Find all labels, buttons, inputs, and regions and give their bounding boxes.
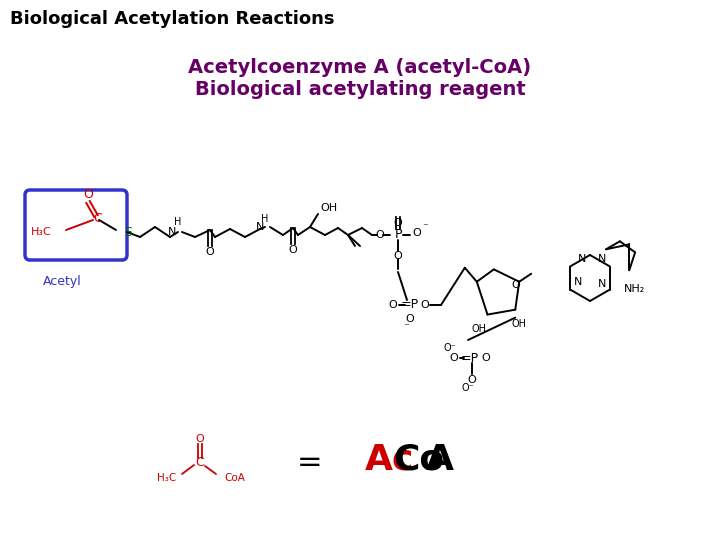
Text: Ac: Ac bbox=[365, 443, 415, 477]
Text: O: O bbox=[512, 280, 521, 290]
Text: H₃C: H₃C bbox=[31, 227, 52, 237]
Text: N: N bbox=[574, 277, 582, 287]
Text: N: N bbox=[598, 254, 606, 264]
Text: ⁻: ⁻ bbox=[422, 222, 428, 232]
Text: =P: =P bbox=[461, 352, 479, 365]
Text: O⁻: O⁻ bbox=[462, 383, 474, 393]
Text: H₃C: H₃C bbox=[157, 473, 176, 483]
Text: CoA: CoA bbox=[224, 473, 245, 483]
Text: H: H bbox=[261, 214, 269, 224]
Text: O: O bbox=[196, 434, 204, 444]
Text: Biological acetylating reagent: Biological acetylating reagent bbox=[194, 80, 526, 99]
Text: O: O bbox=[83, 188, 93, 201]
Text: O: O bbox=[394, 218, 402, 228]
Text: O: O bbox=[376, 230, 384, 240]
Text: N: N bbox=[168, 227, 176, 237]
Text: =: = bbox=[297, 448, 323, 476]
Text: O: O bbox=[449, 353, 459, 363]
Text: O: O bbox=[420, 300, 429, 310]
Text: A: A bbox=[426, 443, 454, 477]
Text: OH: OH bbox=[320, 203, 337, 213]
Text: O: O bbox=[394, 251, 402, 261]
Text: O: O bbox=[405, 314, 415, 324]
Text: Acetyl: Acetyl bbox=[42, 275, 81, 288]
Text: P: P bbox=[395, 228, 402, 241]
Text: OH: OH bbox=[472, 323, 487, 334]
Text: O: O bbox=[389, 300, 397, 310]
Text: =P: =P bbox=[401, 299, 419, 312]
Text: H: H bbox=[174, 217, 181, 227]
Text: Acetylcoenzyme A (acetyl-CoA): Acetylcoenzyme A (acetyl-CoA) bbox=[189, 58, 531, 77]
Text: O: O bbox=[289, 245, 297, 255]
Text: O⁻: O⁻ bbox=[444, 343, 456, 353]
Text: O: O bbox=[412, 228, 420, 238]
Text: Co: Co bbox=[393, 443, 444, 477]
Text: OH: OH bbox=[512, 319, 527, 329]
Text: S: S bbox=[124, 226, 132, 239]
Text: O: O bbox=[482, 353, 490, 363]
Text: C: C bbox=[196, 456, 204, 469]
Text: O: O bbox=[467, 375, 477, 385]
Text: N: N bbox=[578, 254, 586, 264]
Text: NH₂: NH₂ bbox=[624, 285, 645, 294]
Text: C: C bbox=[94, 212, 102, 225]
Text: N: N bbox=[598, 279, 606, 289]
Text: N: N bbox=[256, 222, 264, 232]
Text: O: O bbox=[206, 247, 215, 257]
Text: ⁻: ⁻ bbox=[403, 322, 409, 332]
Text: Biological Acetylation Reactions: Biological Acetylation Reactions bbox=[10, 10, 335, 28]
